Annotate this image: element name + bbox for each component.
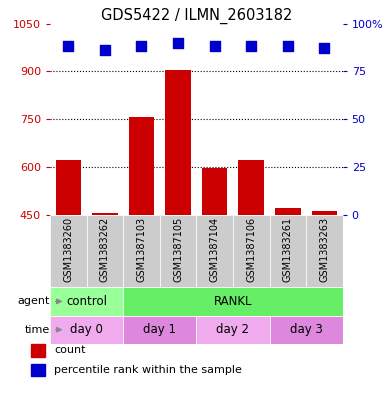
Text: day 2: day 2 [216,323,249,336]
Bar [160,215,196,287]
Bar [129,118,154,215]
Bar [87,215,123,287]
Bar [311,211,337,215]
Point [321,45,327,51]
Bar [92,213,118,215]
Text: RANKL: RANKL [214,295,252,308]
Title: GDS5422 / ILMN_2603182: GDS5422 / ILMN_2603182 [100,7,292,24]
Text: agent: agent [18,296,50,307]
Text: GSM1383263: GSM1383263 [320,217,329,282]
Text: control: control [66,295,107,308]
Text: GSM1387106: GSM1387106 [246,217,256,282]
Point [65,43,72,50]
Bar [123,316,196,344]
Text: GSM1387103: GSM1387103 [137,217,146,282]
Text: time: time [25,325,50,335]
Bar [196,316,270,344]
Bar [238,160,264,215]
Text: percentile rank within the sample: percentile rank within the sample [54,365,242,375]
Bar [50,316,123,344]
Bar [123,215,160,287]
Bar [50,215,87,287]
Text: GSM1387105: GSM1387105 [173,217,183,282]
Bar [55,160,81,215]
Text: GSM1383261: GSM1383261 [283,217,293,282]
Text: day 0: day 0 [70,323,103,336]
Bar [196,215,233,287]
Text: GSM1387104: GSM1387104 [210,217,219,282]
Point [139,43,145,50]
Bar [275,208,301,215]
Point [285,43,291,50]
Point [248,43,254,50]
Text: count: count [54,345,85,355]
Text: GSM1383260: GSM1383260 [64,217,73,282]
Bar [233,215,270,287]
Bar [50,287,123,316]
Bar [165,70,191,215]
Text: day 3: day 3 [290,323,323,336]
Bar [306,215,343,287]
Bar [270,215,306,287]
Point [102,47,108,53]
Text: GSM1383262: GSM1383262 [100,217,110,282]
Bar [31,364,45,376]
Point [175,40,181,46]
Bar [270,316,343,344]
Bar [202,169,228,215]
Bar [123,287,343,316]
Bar [31,344,45,356]
Point [212,43,218,50]
Text: day 1: day 1 [143,323,176,336]
